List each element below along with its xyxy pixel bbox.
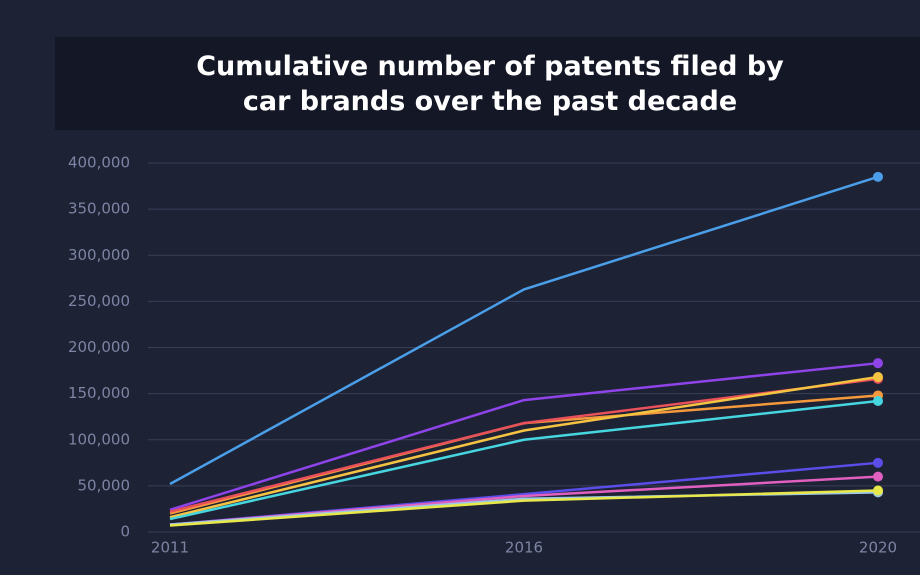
- series-line: [170, 363, 878, 510]
- end-point: [873, 372, 883, 382]
- x-tick-label: 2020: [859, 539, 897, 557]
- y-tick-label: 400,000: [68, 154, 130, 172]
- end-point: [873, 458, 883, 468]
- series-line: [170, 177, 878, 484]
- y-tick-label: 300,000: [68, 246, 130, 264]
- y-tick-label: 0: [120, 523, 130, 541]
- y-tick-label: 50,000: [78, 476, 131, 494]
- x-tick-label: 2011: [151, 539, 189, 557]
- y-tick-label: 200,000: [68, 338, 130, 356]
- y-tick-label: 150,000: [68, 384, 130, 402]
- end-point: [873, 172, 883, 182]
- x-tick-label: 2016: [505, 539, 543, 557]
- chart-title: car brands over the past decade: [243, 86, 737, 117]
- end-point: [873, 358, 883, 368]
- end-point: [873, 472, 883, 482]
- end-point: [873, 396, 883, 406]
- end-point: [873, 485, 883, 495]
- y-tick-label: 100,000: [68, 430, 130, 448]
- y-tick-label: 350,000: [68, 200, 130, 218]
- chart-title: Cumulative number of patents filed by: [196, 51, 784, 82]
- y-tick-label: 250,000: [68, 292, 130, 310]
